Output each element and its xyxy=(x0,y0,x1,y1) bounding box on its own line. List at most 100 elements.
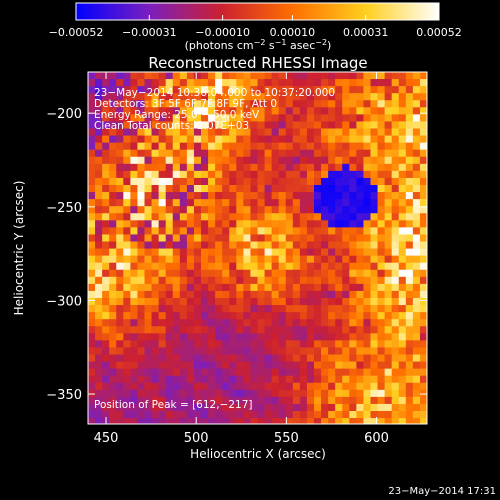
heatmap-cell xyxy=(137,234,145,242)
heatmap-cell xyxy=(151,185,160,193)
heatmap-cell xyxy=(384,361,393,370)
heatmap-cell xyxy=(335,255,343,264)
heatmap-cell xyxy=(158,319,167,327)
heatmap-cell xyxy=(109,72,117,80)
heatmap-cell xyxy=(130,340,138,348)
heatmap-cell xyxy=(391,248,400,257)
heatmap-cell xyxy=(321,340,329,348)
heatmap-cell xyxy=(363,185,371,193)
heatmap-cell xyxy=(335,149,343,158)
heatmap-image xyxy=(88,72,427,424)
heatmap-cell xyxy=(186,107,195,115)
heatmap-cell xyxy=(405,326,414,334)
heatmap-cell xyxy=(144,382,152,391)
heatmap-cell xyxy=(250,269,258,278)
heatmap-cell xyxy=(165,396,174,405)
heatmap-cell xyxy=(123,156,131,165)
heatmap-cell xyxy=(179,213,188,221)
heatmap-cell xyxy=(398,149,407,158)
heatmap-cell xyxy=(250,121,258,129)
heatmap-cell xyxy=(370,312,378,320)
heatmap-cell xyxy=(328,241,336,249)
heatmap-cell xyxy=(172,206,181,214)
heatmap-cell xyxy=(398,403,407,412)
heatmap-cell xyxy=(271,276,280,285)
heatmap-cell xyxy=(179,114,188,122)
heatmap-cell xyxy=(363,290,371,299)
heatmap-cell xyxy=(250,192,258,200)
heatmap-cell xyxy=(208,276,216,285)
heatmap-cell xyxy=(335,361,343,370)
heatmap-cell xyxy=(144,347,152,355)
heatmap-cell xyxy=(271,227,280,235)
heatmap-cell xyxy=(144,248,152,257)
heatmap-cell xyxy=(95,361,103,370)
heatmap-cell xyxy=(95,121,103,129)
heatmap-cell xyxy=(278,283,287,292)
heatmap-cell xyxy=(299,163,308,172)
heatmap-cell xyxy=(321,107,329,115)
heatmap-cell xyxy=(335,305,343,313)
heatmap-cell xyxy=(299,298,308,306)
heatmap-cell xyxy=(349,326,357,334)
heatmap-cell xyxy=(215,107,223,115)
heatmap-cell xyxy=(250,255,258,264)
heatmap-cell xyxy=(257,347,265,355)
heatmap-cell xyxy=(264,185,273,193)
heatmap-cell xyxy=(299,100,308,108)
heatmap-cell xyxy=(158,298,167,306)
heatmap-cell xyxy=(250,312,258,320)
heatmap-cell xyxy=(257,326,265,334)
heatmap-cell xyxy=(391,121,400,129)
heatmap-cell xyxy=(398,79,407,87)
heatmap-cell xyxy=(264,340,273,348)
heatmap-cell xyxy=(278,255,287,264)
heatmap-cell xyxy=(412,361,421,370)
heatmap-cell xyxy=(158,135,167,144)
heatmap-cell xyxy=(215,354,223,362)
heatmap-cell xyxy=(328,326,336,334)
heatmap-cell xyxy=(349,86,357,94)
heatmap-cell xyxy=(384,79,393,87)
heatmap-cell xyxy=(215,411,223,419)
heatmap-cell xyxy=(370,361,378,370)
heatmap-cell xyxy=(201,283,209,292)
heatmap-cell xyxy=(405,375,414,384)
heatmap-cell xyxy=(172,305,181,313)
heatmap-cell xyxy=(88,276,96,285)
heatmap-cell xyxy=(151,375,160,384)
heatmap-cell xyxy=(95,326,103,334)
heatmap-cell xyxy=(299,347,308,355)
heatmap-cell xyxy=(398,354,407,362)
heatmap-cell xyxy=(229,199,237,207)
heatmap-cell xyxy=(172,382,181,391)
heatmap-cell xyxy=(151,170,160,179)
heatmap-cell xyxy=(172,411,181,419)
heatmap-cell xyxy=(328,199,336,207)
heatmap-cell xyxy=(109,213,117,221)
heatmap-cell xyxy=(384,234,393,242)
heatmap-cell xyxy=(144,354,152,362)
heatmap-cell xyxy=(165,255,174,264)
heatmap-cell xyxy=(250,206,258,214)
heatmap-cell xyxy=(123,128,131,136)
heatmap-cell xyxy=(236,79,244,87)
heatmap-cell xyxy=(285,142,294,151)
heatmap-cell xyxy=(342,213,350,221)
heatmap-cell xyxy=(342,170,350,179)
heatmap-cell xyxy=(243,156,251,165)
annotation-clean: Clean Total counts: 2.07E+03 xyxy=(94,120,249,132)
heatmap-cell xyxy=(172,298,181,306)
heatmap-cell xyxy=(285,220,294,228)
heatmap-cell xyxy=(243,283,251,292)
heatmap-cell xyxy=(264,142,273,151)
heatmap-cell xyxy=(342,368,350,377)
heatmap-cell xyxy=(236,86,244,94)
heatmap-cell xyxy=(314,93,322,101)
heatmap-cell xyxy=(391,411,400,419)
heatmap-cell xyxy=(370,305,378,313)
heatmap-cell xyxy=(123,418,131,424)
heatmap-cell xyxy=(137,107,145,115)
heatmap-cell xyxy=(349,298,357,306)
heatmap-cell xyxy=(257,177,265,186)
